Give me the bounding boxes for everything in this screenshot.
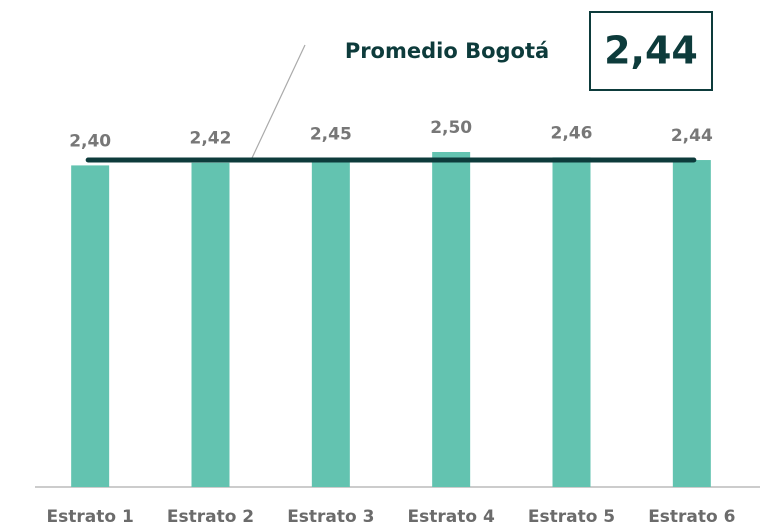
x-tick-label: Estrato 5 (528, 507, 615, 527)
reference-name: Promedio Bogotá (345, 39, 549, 63)
x-tick-label: Estrato 3 (287, 507, 374, 527)
x-tick-label: Estrato 4 (408, 507, 495, 527)
bar (432, 152, 471, 487)
bar (672, 160, 711, 488)
bar (311, 158, 350, 487)
value-label: 2,45 (310, 125, 352, 145)
reference-value-label: 2,44 (604, 29, 698, 73)
x-tick-label: Estrato 2 (167, 507, 254, 527)
value-label: 2,40 (69, 131, 111, 151)
reference-box (589, 11, 713, 91)
value-label: 2,44 (671, 126, 713, 146)
x-tick-label: Estrato 6 (648, 507, 735, 527)
value-label: 2,42 (190, 129, 232, 149)
bar (191, 162, 230, 487)
bar (71, 165, 110, 487)
bar (552, 157, 591, 488)
x-tick-label: Estrato 1 (47, 507, 134, 527)
leader-line (251, 44, 306, 159)
value-label: 2,50 (430, 118, 472, 138)
value-label: 2,46 (551, 123, 593, 143)
